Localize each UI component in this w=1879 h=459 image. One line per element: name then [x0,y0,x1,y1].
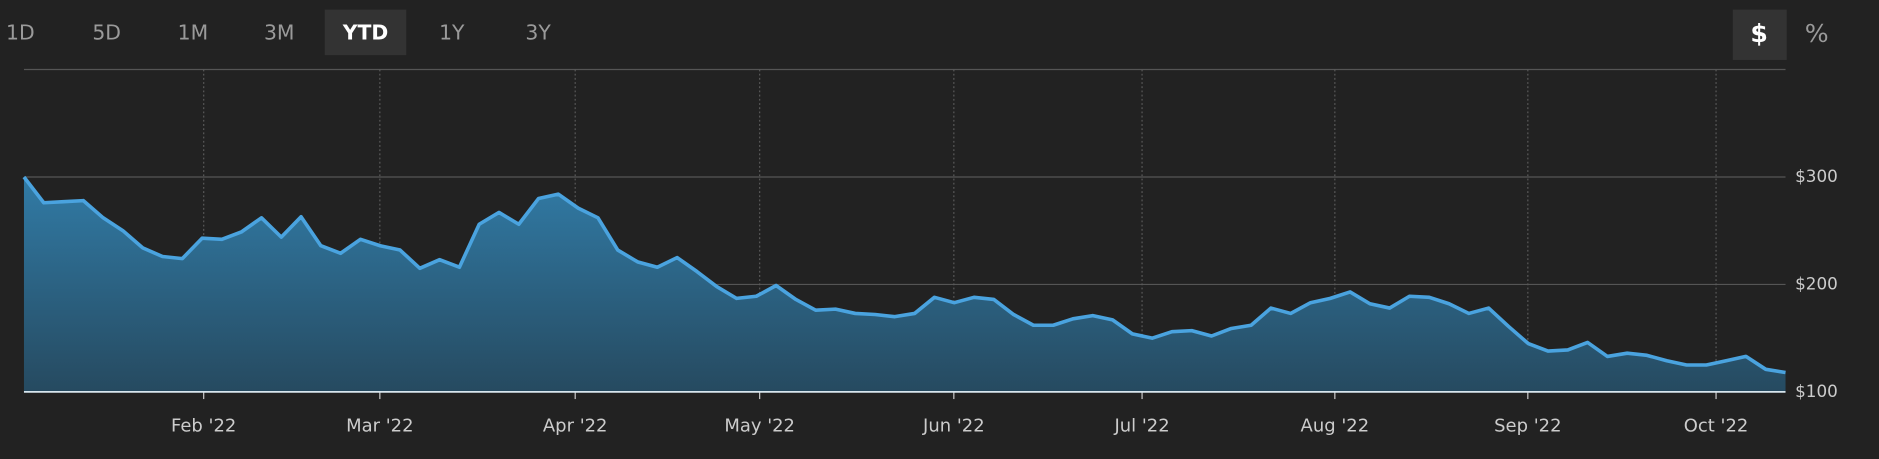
unit-button[interactable]: $ [1732,9,1787,60]
range-label: 1Y [439,21,465,45]
y-tick-label: $300 [1795,166,1838,186]
x-tick-label: Aug '22 [1301,416,1370,437]
unit-label: $ [1750,19,1768,48]
range-button[interactable]: 3Y [525,21,551,45]
x-tick-label: Oct '22 [1684,416,1749,437]
x-tick-label: Jun '22 [922,416,985,437]
range-button[interactable]: 1Y [439,21,465,45]
unit-button[interactable]: % [1805,19,1829,48]
x-tick-label: Mar '22 [346,416,413,437]
x-tick-label: Feb '22 [171,416,236,437]
x-tick-label: Jul '22 [1113,416,1169,437]
range-label: 1D [6,21,35,45]
button-background [324,9,407,56]
range-label: 5D [92,21,121,45]
area-fill [23,176,1786,392]
button-background [1732,9,1787,60]
x-tick-label: Sep '22 [1494,416,1561,437]
range-label: 3M [264,21,295,45]
unit-label: % [1805,19,1829,48]
range-label: YTD [342,21,389,45]
range-button[interactable]: YTD [324,9,407,56]
range-button[interactable]: 1M [178,21,209,45]
range-label: 1M [178,21,209,45]
controls: 1D 5D 1M 3M YTD 1Y 3Y $% [6,9,1829,60]
price-line [22,175,1786,375]
range-label: 3Y [525,21,551,45]
y-tick-label: $200 [1795,273,1838,293]
range-button[interactable]: 1D [6,21,35,45]
range-button[interactable]: 3M [264,21,295,45]
x-tick-label: Apr '22 [543,416,608,437]
range-button[interactable]: 5D [92,21,121,45]
plot: $100 $200 $300 Feb '22 Mar '22 Apr '22 May '22… [22,68,1838,437]
x-tick-label: May '22 [724,416,795,437]
y-tick-label: $100 [1795,381,1838,401]
